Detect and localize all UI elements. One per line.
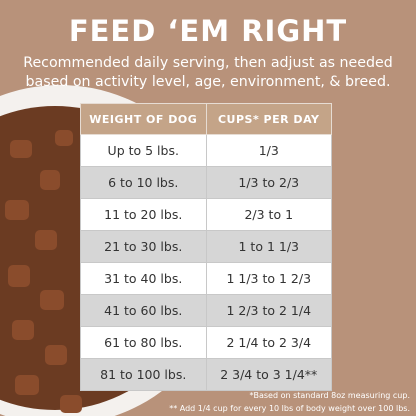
table-cell: 1/3 (205, 134, 332, 167)
table-cell: 41 to 60 lbs. (80, 294, 207, 327)
table-cell: 2 3/4 to 3 1/4** (205, 358, 332, 391)
table-row: 21 to 30 lbs. 1 to 1 1/3 (80, 230, 332, 263)
table-row: 31 to 40 lbs. 1 1/3 to 1 2/3 (80, 262, 332, 295)
table-cell: 2/3 to 1 (205, 198, 332, 231)
subtitle: based on activity level, age, environmen… (25, 74, 391, 90)
footnote: *Based on standard 8oz measuring cup. (249, 391, 410, 400)
table-row: 41 to 60 lbs. 1 2/3 to 2 1/4 (80, 294, 332, 327)
header-row: WEIGHT OF DOG CUPS* PER DAY (80, 103, 332, 135)
table-cell: 31 to 40 lbs. (80, 262, 207, 295)
column-header: WEIGHT OF DOG (80, 103, 207, 135)
table-cell: 61 to 80 lbs. (80, 326, 207, 359)
table-cell: 1 to 1 1/3 (205, 230, 332, 263)
table-cell: 1/3 to 2/3 (205, 166, 332, 199)
table-cell: 21 to 30 lbs. (80, 230, 207, 263)
table-row: 6 to 10 lbs. 1/3 to 2/3 (80, 166, 332, 199)
table-cell: 2 1/4 to 2 3/4 (205, 326, 332, 359)
table-row: 61 to 80 lbs. 2 1/4 to 2 3/4 (80, 326, 332, 359)
table-cell: Up to 5 lbs. (80, 134, 207, 167)
title: FEED ‘EM RIGHT (68, 14, 348, 48)
subtitle: Recommended daily serving, then adjust a… (23, 55, 393, 71)
footnote: ** Add 1/4 cup for every 10 lbs of body … (169, 404, 410, 413)
table-row: 81 to 100 lbs. 2 3/4 to 3 1/4** (80, 358, 332, 391)
table-row: Up to 5 lbs. 1/3 (80, 134, 332, 167)
feeding-table: WEIGHT OF DOG CUPS* PER DAY Up to 5 lbs.… (80, 103, 332, 391)
table-cell: 11 to 20 lbs. (80, 198, 207, 231)
table-row: 11 to 20 lbs. 2/3 to 1 (80, 198, 332, 231)
table-cell: 6 to 10 lbs. (80, 166, 207, 199)
table-cell: 1 1/3 to 1 2/3 (205, 262, 332, 295)
column-header: CUPS* PER DAY (205, 103, 332, 135)
table-cell: 1 2/3 to 2 1/4 (205, 294, 332, 327)
table-cell: 81 to 100 lbs. (80, 358, 207, 391)
